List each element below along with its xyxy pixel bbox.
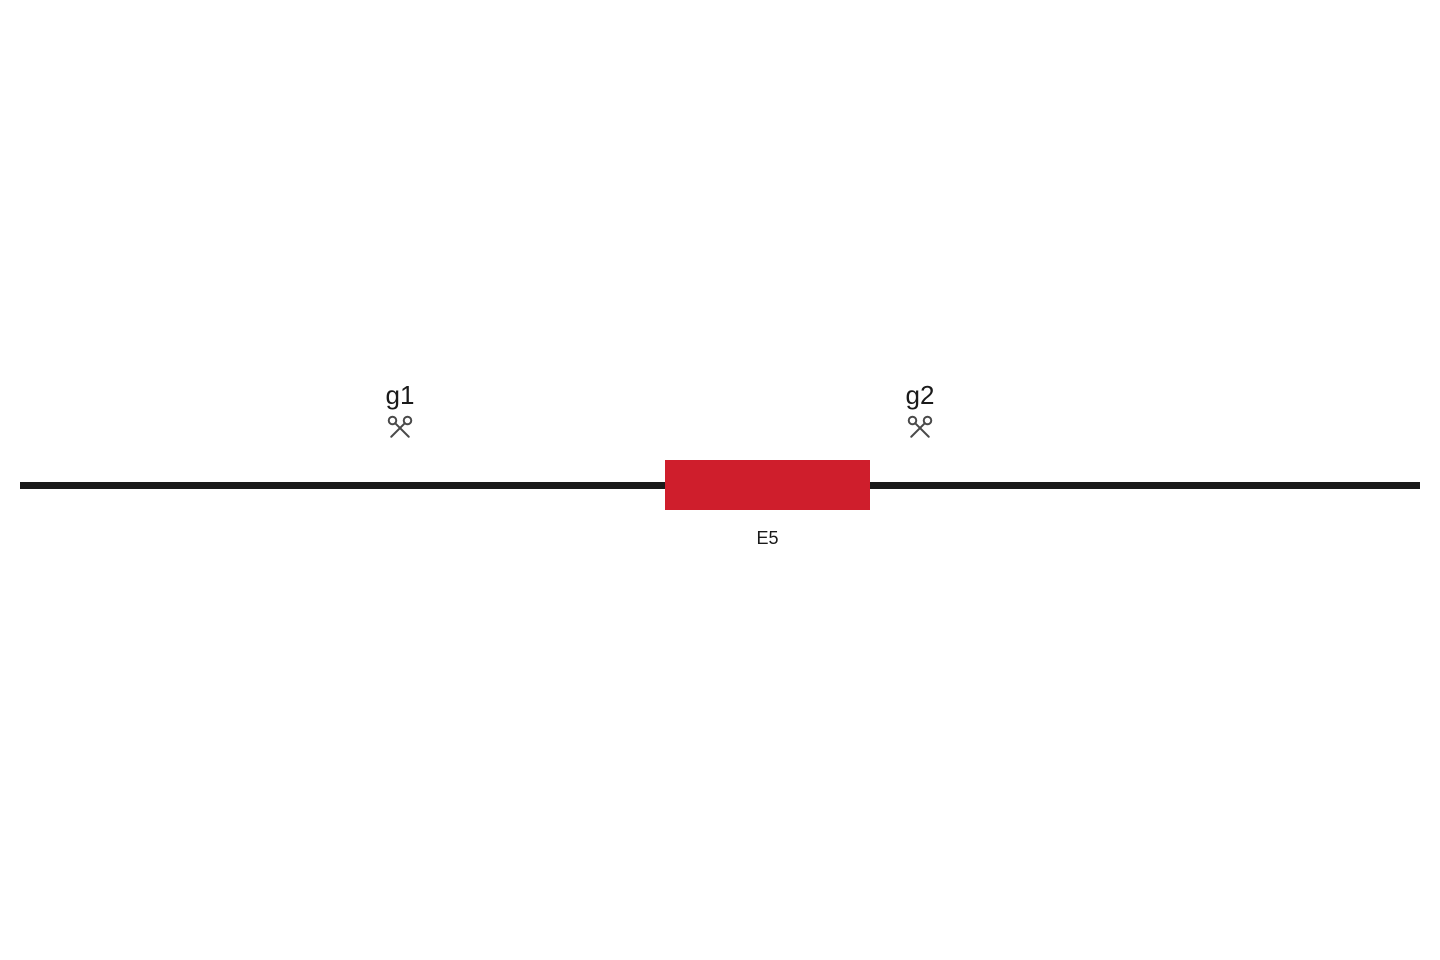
scissors-icon [385,413,415,448]
gene-diagram: E5 g1 g2 [0,0,1440,960]
cut-site-label-g2: g2 [890,380,950,411]
cut-site-label-g1: g1 [370,380,430,411]
exon-label: E5 [665,528,870,549]
exon-box [665,460,870,510]
scissors-icon [905,413,935,448]
